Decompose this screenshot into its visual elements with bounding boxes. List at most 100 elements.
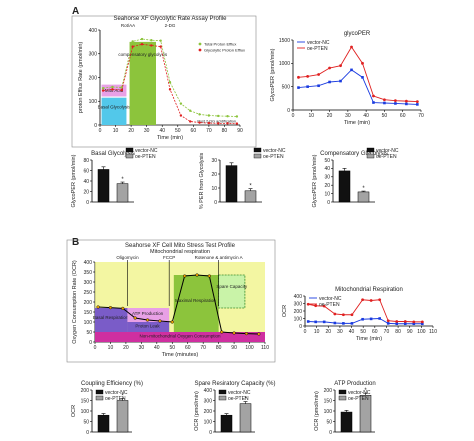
data-point bbox=[168, 88, 172, 91]
y-axis-label: OCR (pmol/min) bbox=[314, 391, 320, 431]
chart-title: Spare Resiratory Capacity (%) bbox=[194, 381, 275, 387]
y-tick-label: 50 bbox=[326, 419, 332, 425]
data-point bbox=[350, 68, 353, 72]
legend-swatch bbox=[95, 395, 104, 401]
series-line-Total Proton Efflux bbox=[103, 38, 237, 117]
panel-label-b: B bbox=[72, 237, 79, 248]
data-point bbox=[405, 102, 408, 106]
glycoper-axes: 0 500 1000 1500 0 10 20 30 40 50 60 70 Time (min) Gly… bbox=[270, 31, 424, 126]
data-point bbox=[198, 121, 201, 124]
x-tick-label: 10 bbox=[113, 128, 119, 134]
legend-swatch bbox=[366, 153, 375, 159]
legend-label: vector-NC bbox=[263, 148, 286, 154]
data-point bbox=[207, 114, 211, 117]
legend-label: vector-NC bbox=[307, 40, 330, 46]
y-axis-label: GlycoPER (pmol/min) bbox=[71, 154, 77, 207]
region-basal-label: Basal Glycolysis bbox=[98, 104, 132, 109]
x-tick-label: 30 bbox=[144, 128, 150, 134]
data-point bbox=[378, 317, 381, 320]
y-tick-label: 400 bbox=[84, 260, 93, 266]
y-tick-label: 200 bbox=[324, 388, 333, 394]
y-axis-label: proton Efflux Rate (pmol/min) bbox=[78, 42, 84, 114]
significance-star: * bbox=[249, 184, 252, 190]
legend-label: vector-NC bbox=[105, 390, 128, 396]
region-non-mito-label: Non-mitochondrial Oxygen Consumption bbox=[139, 334, 221, 339]
region-spare-label: Spare Capacity bbox=[216, 284, 248, 289]
y-tick-label: 60 bbox=[83, 168, 89, 174]
region-atp-label: ATP Production bbox=[132, 311, 164, 316]
data-point bbox=[420, 320, 424, 324]
y-axis-label: GlycoPER (pmol/min) bbox=[270, 48, 276, 101]
y-tick-label: 200 bbox=[89, 75, 98, 81]
data-point bbox=[386, 322, 390, 325]
significance-star: * bbox=[364, 388, 367, 394]
data-point bbox=[189, 120, 192, 123]
data-point bbox=[339, 64, 342, 68]
x-tick-label: 20 bbox=[325, 329, 331, 335]
data-point bbox=[133, 316, 137, 320]
legend-swatch bbox=[253, 153, 262, 159]
data-point bbox=[372, 101, 375, 104]
x-tick-label: 50 bbox=[382, 113, 388, 119]
legend-label: vector-NC bbox=[348, 390, 371, 396]
data-point bbox=[395, 320, 399, 323]
x-tick-label: 40 bbox=[349, 329, 355, 335]
region-post-label: Post 2-DG acidification bbox=[197, 120, 236, 124]
x-tick-label: 80 bbox=[216, 345, 222, 351]
x-tick-label: 80 bbox=[222, 128, 228, 134]
chart-title: Mitochondrial Respiration bbox=[335, 287, 403, 293]
y-tick-label: 100 bbox=[89, 99, 98, 105]
y-tick-label: 150 bbox=[84, 310, 93, 316]
region-leak-label: Proton Leak bbox=[135, 324, 160, 329]
data-point bbox=[404, 99, 408, 103]
data-point bbox=[226, 115, 229, 118]
x-tick-label: 0 bbox=[304, 329, 307, 335]
y-tick-label: 300 bbox=[294, 301, 303, 307]
data-point bbox=[383, 101, 386, 105]
data-point bbox=[207, 274, 211, 278]
ocr-line bbox=[98, 274, 259, 335]
chart-title: ATP Production bbox=[334, 381, 375, 387]
chart-title: Basal Glycolysis bbox=[91, 151, 135, 157]
region-leak bbox=[127, 322, 170, 332]
data-point bbox=[120, 88, 123, 92]
data-point bbox=[350, 322, 354, 325]
data-point bbox=[394, 99, 397, 103]
y-tick-label: 200 bbox=[204, 409, 213, 415]
data-point bbox=[339, 79, 342, 83]
y-tick-label: 400 bbox=[89, 28, 98, 34]
x-tick-label: 40 bbox=[159, 128, 165, 134]
bar-vector-NC bbox=[97, 414, 110, 433]
data-point bbox=[140, 37, 144, 41]
injection-label: Oligomycin bbox=[116, 255, 139, 260]
data-point bbox=[328, 80, 331, 84]
data-point bbox=[232, 331, 236, 335]
x-tick-label: 0 bbox=[292, 113, 295, 119]
data-point bbox=[183, 274, 187, 278]
bar-vector-NC bbox=[97, 169, 110, 203]
region-compensatory bbox=[129, 41, 156, 125]
data-point bbox=[217, 114, 220, 118]
data-point bbox=[306, 85, 309, 88]
data-point bbox=[378, 298, 382, 302]
y-tick-label: 200 bbox=[294, 309, 303, 315]
chart-subtitle: Mitochondrial respiration bbox=[150, 249, 210, 255]
x-axis-label: Time (min) bbox=[157, 135, 183, 141]
data-point bbox=[226, 122, 229, 125]
y-tick-label: 1500 bbox=[279, 38, 290, 44]
x-tick-label: 90 bbox=[237, 128, 243, 134]
y-axis-label: GlycoPER (pmol/min) bbox=[312, 154, 318, 207]
data-point bbox=[195, 273, 199, 277]
y-tick-label: 250 bbox=[84, 290, 93, 296]
legend-label: vector-NC bbox=[228, 390, 251, 396]
data-point bbox=[207, 121, 211, 125]
x-tick-label: 40 bbox=[154, 345, 160, 351]
x-tick-label: 70 bbox=[384, 329, 390, 335]
series-line-vector-NC bbox=[308, 318, 423, 325]
bar-oe-PTEN bbox=[116, 400, 129, 433]
region-basal-label: Basal Respiration bbox=[93, 315, 129, 320]
y-tick-label: 400 bbox=[204, 388, 213, 394]
data-point bbox=[372, 94, 375, 98]
legend-label: vector-NC bbox=[319, 296, 342, 302]
y-tick-label: 20 bbox=[324, 183, 330, 189]
